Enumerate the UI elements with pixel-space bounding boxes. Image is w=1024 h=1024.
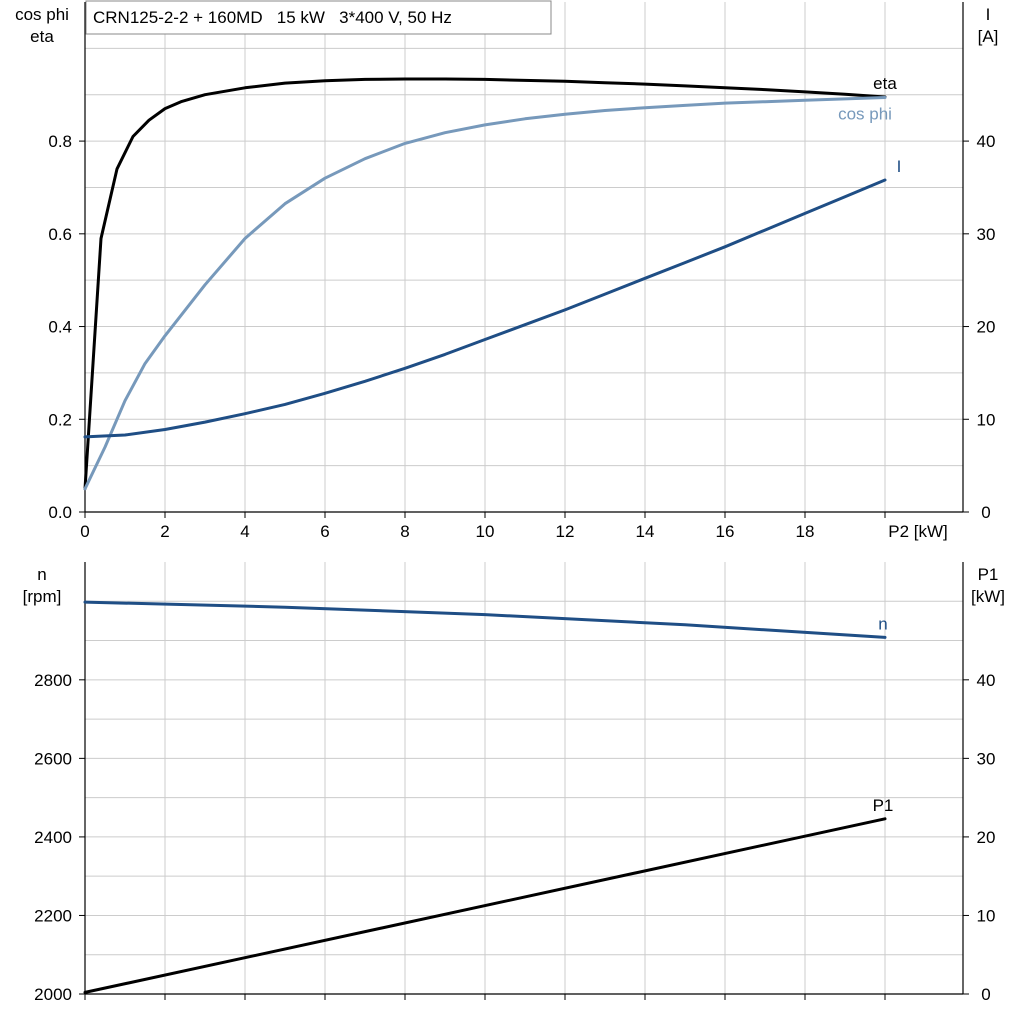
chart1-left-axis-label: cos phi [15, 5, 69, 24]
chart1-x-axis-label: P2 [kW] [888, 522, 948, 541]
chart2-right-tick-label: 20 [977, 828, 996, 847]
chart2-right-tick-label: 30 [977, 749, 996, 768]
chart1-left-tick-label: 0.8 [48, 132, 72, 151]
chart1-left-tick-label: 0.4 [48, 318, 72, 337]
chart1-left-axis-label: eta [30, 27, 54, 46]
chart2-left-tick-label: 2400 [34, 828, 72, 847]
chart1-right-axis-label: [A] [978, 27, 999, 46]
chart2-series-n-line [83, 600, 887, 639]
chart2-left-axis-label: n [37, 565, 46, 584]
chart1-x-tick-label: 10 [476, 522, 495, 541]
chart1-x-tick-label: 8 [400, 522, 409, 541]
chart1-series-eta-label: eta [873, 74, 897, 93]
chart1-left-tick-label: 0.0 [48, 503, 72, 522]
chart2-right-tick-label: 0 [981, 985, 990, 1004]
chart2-left-tick-label: 2600 [34, 749, 72, 768]
chart1-x-tick-label: 4 [240, 522, 249, 541]
chart1-series-eta-line [83, 77, 887, 491]
chart2-right-axis-label: [kW] [971, 587, 1005, 606]
chart2-left-tick-label: 2800 [34, 671, 72, 690]
chart1-left-tick-label: 0.2 [48, 410, 72, 429]
chart1-right-tick-label: 10 [977, 410, 996, 429]
chart1-x-tick-label: 14 [636, 522, 655, 541]
chart2-series-p1-label: P1 [873, 796, 894, 815]
chart2-left-tick-label: 2200 [34, 906, 72, 925]
chart2-left-axis-label: [rpm] [23, 587, 62, 606]
chart1-x-tick-label: 2 [160, 522, 169, 541]
chart1-x-tick-label: 18 [796, 522, 815, 541]
chart1-right-tick-label: 30 [977, 225, 996, 244]
chart1-series-i-label: I [897, 157, 902, 176]
chart1-right-axis-label: I [986, 5, 991, 24]
chart1-x-tick-label: 12 [556, 522, 575, 541]
chart1-series-cos-phi-line [83, 96, 887, 491]
chart1-right-tick-label: 20 [977, 318, 996, 337]
chart2-left-tick-label: 2000 [34, 985, 72, 1004]
chart1-x-tick-label: 0 [80, 522, 89, 541]
chart1-left-tick-label: 0.6 [48, 225, 72, 244]
chart2-right-tick-label: 40 [977, 671, 996, 690]
chart1-title-box [85, 0, 552, 35]
chart2-right-tick-label: 10 [977, 906, 996, 925]
chart1-x-tick-label: 6 [320, 522, 329, 541]
chart1-right-tick-label: 0 [981, 503, 990, 522]
chart2-series-p1-line [83, 817, 887, 994]
chart1-title: CRN125-2-2 + 160MD 15 kW 3*400 V, 50 Hz [93, 8, 452, 27]
chart1-right-tick-label: 40 [977, 132, 996, 151]
chart1-series-i-line [83, 178, 887, 439]
chart2-series-n-label: n [878, 614, 887, 633]
chart1-series-cos-phi-label: cos phi [838, 105, 892, 124]
chart2-right-axis-label: P1 [978, 565, 999, 584]
chart1-x-tick-label: 16 [716, 522, 735, 541]
